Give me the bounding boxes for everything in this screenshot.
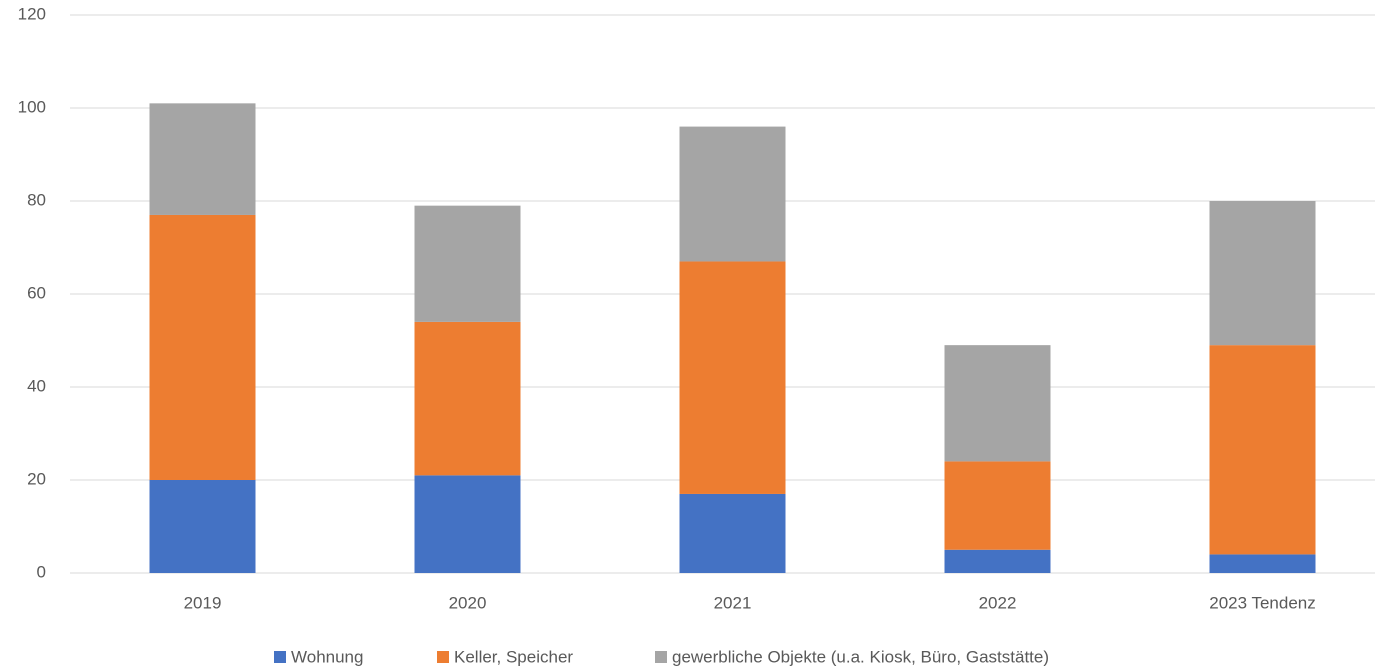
legend-label: Wohnung <box>291 647 363 666</box>
bar-segment <box>149 103 256 215</box>
y-tick-label: 40 <box>27 376 46 395</box>
y-tick-label: 80 <box>27 190 46 209</box>
bar-segment <box>414 205 521 322</box>
legend-label: Keller, Speicher <box>454 647 573 666</box>
y-tick-label: 100 <box>18 97 46 116</box>
x-tick-label: 2023 Tendenz <box>1209 593 1316 612</box>
bar-segment <box>679 493 786 573</box>
legend-swatch <box>274 651 286 663</box>
x-tick-label: 2020 <box>449 593 487 612</box>
bar-segment <box>679 261 786 494</box>
y-tick-label: 60 <box>27 283 46 302</box>
bar-segment <box>149 214 256 480</box>
bar-segment <box>944 461 1051 550</box>
legend-label: gewerbliche Objekte (u.a. Kiosk, Büro, G… <box>672 647 1049 666</box>
x-tick-label: 2022 <box>979 593 1017 612</box>
x-tick-label: 2019 <box>184 593 222 612</box>
bar-segment <box>1209 201 1316 346</box>
y-tick-label: 0 <box>37 562 46 581</box>
bar-segment <box>944 345 1051 462</box>
bar-segment <box>1209 554 1316 573</box>
x-tick-label: 2021 <box>714 593 752 612</box>
bar-segment <box>414 475 521 573</box>
bar-segment <box>414 321 521 476</box>
bar-segment <box>944 549 1051 573</box>
legend-swatch <box>655 651 667 663</box>
legend-swatch <box>437 651 449 663</box>
y-tick-label: 120 <box>18 4 46 23</box>
y-tick-label: 20 <box>27 469 46 488</box>
bar-segment <box>679 126 786 262</box>
bar-segment <box>149 480 256 573</box>
bar-segment <box>1209 345 1316 555</box>
